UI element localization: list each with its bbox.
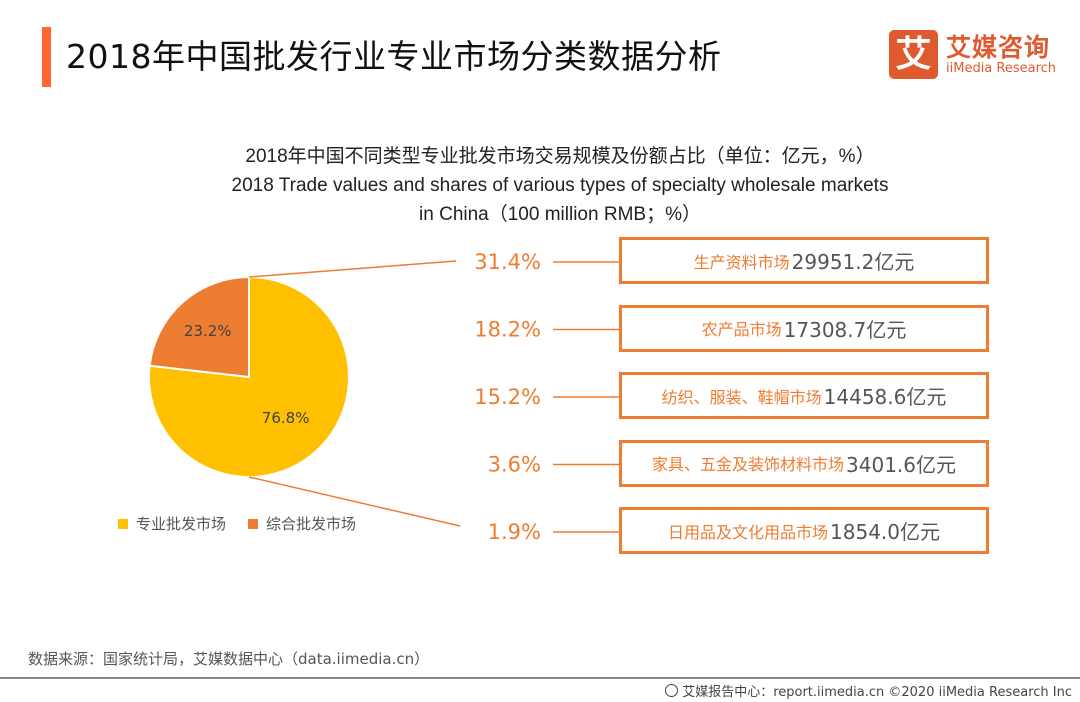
breakdown-value: 3401.6亿元 [846,452,956,477]
connector-line-bottom [248,476,461,527]
breakdown-pct-label: 18.2% [474,318,541,342]
chart-subtitle-line-1: 2018 Trade values and shares of various … [231,175,889,196]
pie-slice-label-0: 76.8% [262,409,310,427]
breakdown-box: 生产资料市场 29951.2亿元 [619,237,989,284]
breakdown-box: 家具、五金及装饰材料市场 3401.6亿元 [619,439,989,487]
legend-item-comprehensive: 综合批发市场 [248,513,356,534]
logo-en-text: iiMedia Research [946,61,1057,76]
globe-icon [665,684,679,697]
breakdown-pct-label: 3.6% [488,453,541,477]
logo-mark-icon: 艾 [889,30,938,79]
breakdown-pct-label: 15.2% [474,385,541,409]
legend-item-specialty: 专业批发市场 [118,513,226,534]
breakdown-category: 农产品市场 [701,320,782,339]
chart-title-cn: 2018年中国不同类型专业批发市场交易规模及份额占比（单位：亿元，%） [245,146,875,167]
logo-cn-text: 艾媒咨询 [946,33,1051,62]
chart-subtitle-line-2: in China（100 million RMB；%） [419,204,701,225]
legend-swatch-specialty [118,518,128,529]
breakdown-value: 14458.6亿元 [823,385,947,409]
data-source: 数据来源：国家统计局，艾媒数据中心（data.iimedia.cn） [28,650,430,668]
breakdown-category: 纺织、服装、鞋帽市场 [661,387,822,407]
breakdown-category: 生产资料市场 [693,252,790,272]
footer-credit: 艾媒报告中心：report.iimedia.cn ©2020 iiMedia R… [665,681,1072,700]
chart-title: 2018年中国不同类型专业批发市场交易规模及份额占比（单位：亿元，%） 2018… [120,142,1000,229]
connector-line-top [248,260,457,278]
breakdown-category: 家具、五金及装饰材料市场 [652,455,845,474]
title-accent-bar [42,27,51,87]
legend-label: 专业批发市场 [136,515,227,533]
pie-slice-label-1: 23.2% [184,322,232,340]
chart-legend: 专业批发市场 综合批发市场 [118,513,378,534]
pie-slice-1 [148,275,250,379]
breakdown-pct-label: 1.9% [488,520,541,544]
footer-divider [0,677,1080,679]
iimedia-logo: 艾 艾媒咨询 iiMedia Research [889,30,1080,82]
breakdown-category: 日用品及文化用品市场 [668,522,829,542]
legend-swatch-comprehensive [248,518,259,529]
breakdown-value: 1854.0亿元 [830,520,940,544]
breakdown-box: 农产品市场 17308.7亿元 [619,304,989,352]
breakdown-value: 29951.2亿元 [791,250,915,274]
breakdown-box: 纺织、服装、鞋帽市场 14458.6亿元 [619,372,989,419]
breakdown-pct-label: 31.4% [474,250,541,274]
breakdown-value: 17308.7亿元 [783,317,907,342]
breakdown-box: 日用品及文化用品市场 1854.0亿元 [619,507,989,554]
footer-credit-text: 艾媒报告中心：report.iimedia.cn ©2020 iiMedia R… [682,685,1072,700]
legend-label: 综合批发市场 [266,515,357,533]
page-title: 2018年中国批发行业专业市场分类数据分析 [66,37,722,76]
